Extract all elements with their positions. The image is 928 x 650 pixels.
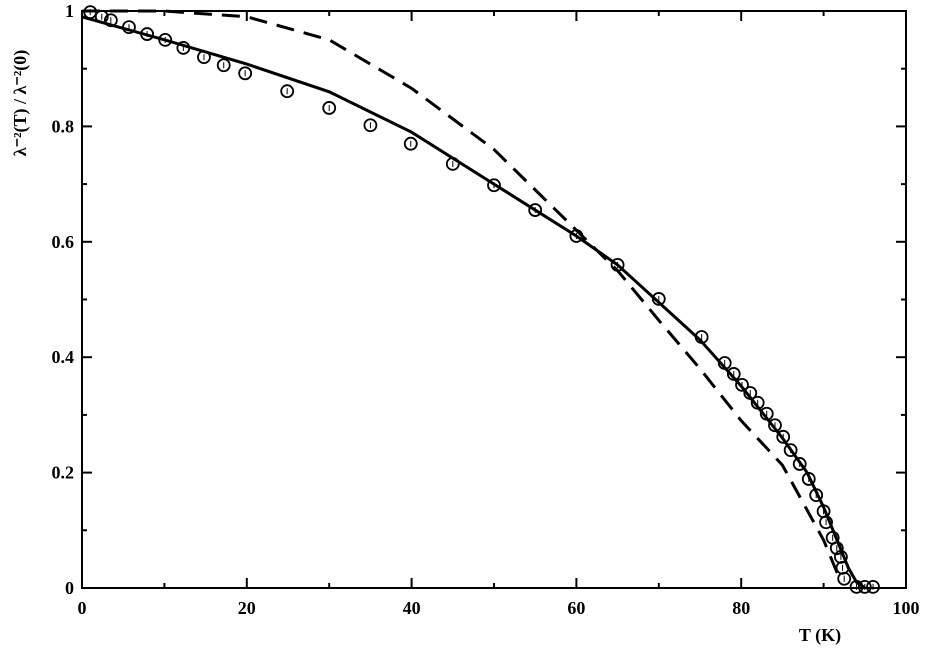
x-tick-label: 40 <box>403 598 421 618</box>
y-tick-label: 0 <box>65 578 74 598</box>
data-point <box>487 178 501 193</box>
y-tick-label: 0.6 <box>52 232 75 252</box>
data-point <box>837 571 852 586</box>
x-tick-label: 60 <box>567 598 585 618</box>
data-point <box>857 579 872 594</box>
data-point <box>216 58 231 73</box>
data-point <box>528 203 543 217</box>
data-point <box>238 66 253 81</box>
plot-frame <box>81 10 907 589</box>
data-point <box>280 84 295 99</box>
data-point <box>783 443 798 457</box>
data-point <box>792 457 807 471</box>
dashed-curve <box>82 9 842 581</box>
y-axis-label: λ⁻²(T) / λ⁻²(0) <box>10 50 31 156</box>
x-tick-label: 80 <box>732 598 750 618</box>
data-point <box>768 418 782 433</box>
data-point <box>866 579 880 594</box>
y-tick-label: 1 <box>65 1 74 21</box>
x-tick-label: 20 <box>238 598 256 618</box>
x-axis-label: T (K) <box>799 625 841 646</box>
solid-curve <box>81 15 866 590</box>
y-tick-label: 0.8 <box>52 116 75 136</box>
data-point <box>776 429 791 444</box>
y-tick-label: 0.2 <box>52 463 75 483</box>
data-point <box>735 377 749 392</box>
x-tick-label: 100 <box>893 598 920 618</box>
data-point <box>322 101 337 115</box>
data-point <box>403 136 418 151</box>
y-tick-label: 0.4 <box>52 347 75 367</box>
x-tick-label: 0 <box>78 598 87 618</box>
data-point <box>363 118 378 133</box>
